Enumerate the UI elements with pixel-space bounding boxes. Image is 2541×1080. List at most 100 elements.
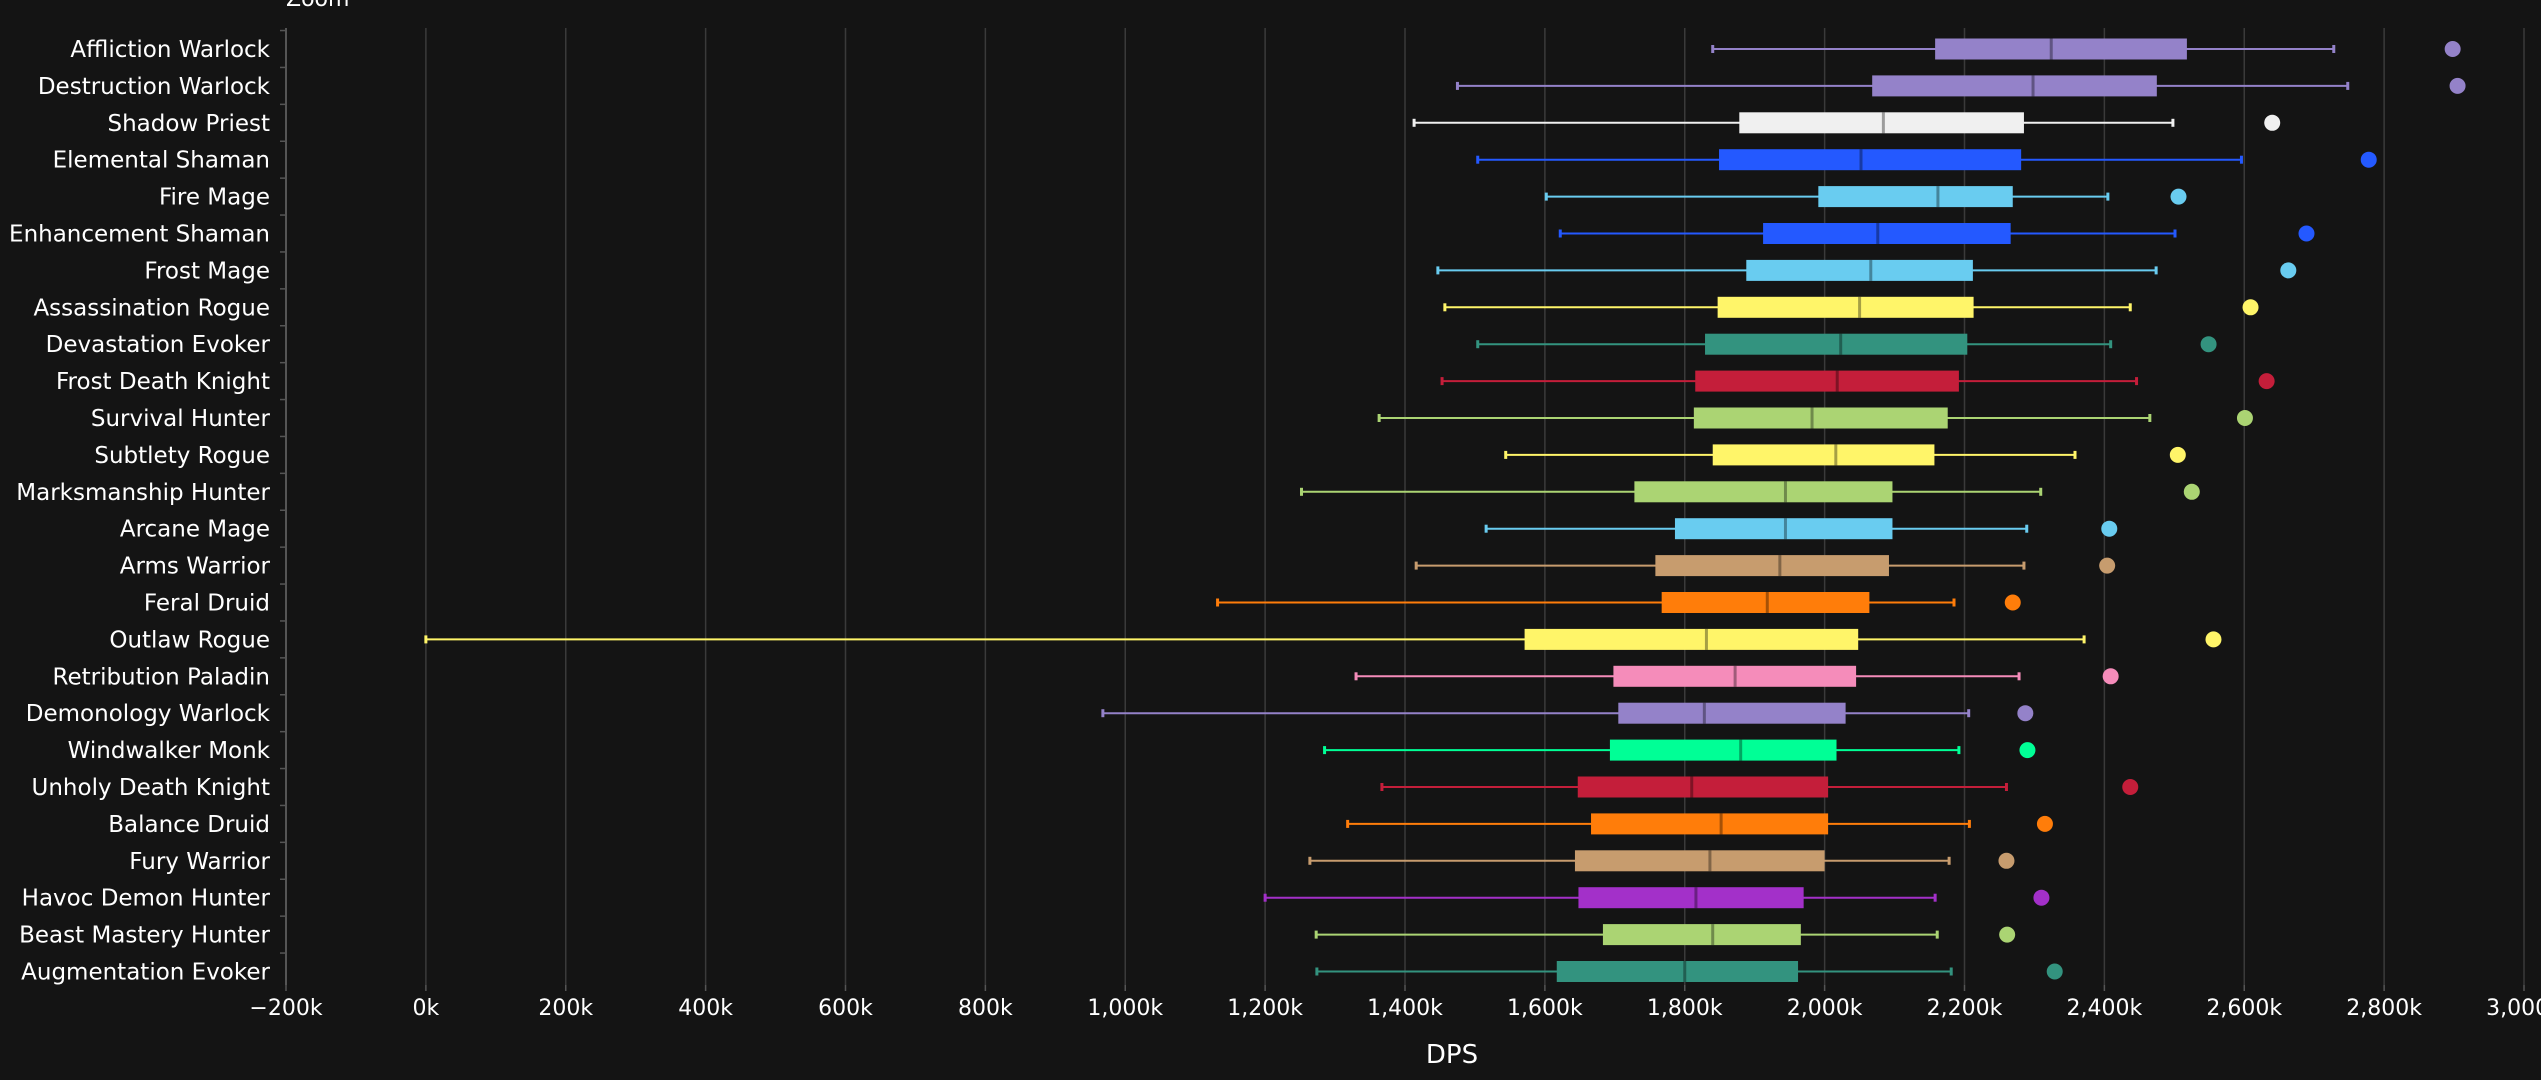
box-group[interactable]	[1455, 75, 2466, 97]
box-group[interactable]	[1101, 702, 2034, 724]
box-group[interactable]	[1314, 924, 2016, 946]
box-group[interactable]	[1380, 776, 2139, 798]
box-group[interactable]	[1323, 739, 2036, 761]
chart-title-fragment: Zoom	[286, 0, 349, 12]
category-label: Elemental Shaman	[53, 148, 270, 174]
iqr-box	[1618, 702, 1846, 724]
iqr-box	[1634, 481, 1893, 503]
box-group[interactable]	[1440, 370, 2275, 392]
iqr-box	[1705, 333, 1968, 355]
category-label: Arms Warrior	[120, 554, 271, 580]
x-tick-label: 1,000k	[1087, 996, 1163, 1021]
box-group[interactable]	[1711, 38, 2461, 60]
category-label: Survival Hunter	[91, 406, 271, 432]
x-tick-label: 2,800k	[2346, 996, 2422, 1021]
x-tick-label: 400k	[678, 996, 733, 1021]
category-label: Affliction Warlock	[70, 37, 270, 63]
category-label: Outlaw Rogue	[109, 627, 270, 653]
x-tick-label: −200k	[249, 996, 322, 1021]
outlier-point	[2360, 151, 2377, 168]
iqr-box	[1556, 961, 1799, 982]
category-label: Enhancement Shaman	[9, 222, 270, 248]
outlier-point	[2046, 963, 2063, 980]
outlier-point	[2280, 262, 2297, 279]
outlier-point	[2236, 410, 2253, 426]
box-group[interactable]	[1354, 665, 2119, 687]
box-group[interactable]	[1476, 333, 2217, 355]
box-group[interactable]	[1436, 259, 2297, 281]
iqr-box	[1578, 887, 1804, 909]
category-labels: Affliction Warlock Destruction Warlock Sha…	[9, 37, 271, 986]
box-group[interactable]	[424, 628, 2222, 650]
outlier-point	[2242, 299, 2259, 316]
box-group[interactable]	[1544, 186, 2187, 208]
x-tick-label: 600k	[818, 996, 873, 1021]
outlier-point	[2449, 77, 2466, 94]
category-label: Havoc Demon Hunter	[22, 886, 271, 912]
box-group[interactable]	[1263, 887, 2050, 909]
box-group[interactable]	[1377, 407, 2253, 429]
box-group[interactable]	[1216, 592, 2021, 613]
box-group[interactable]	[1308, 850, 2015, 872]
outlier-point	[2036, 815, 2053, 832]
axes	[280, 28, 2525, 991]
iqr-box	[1655, 555, 1889, 577]
box-group[interactable]	[1504, 444, 2186, 466]
outlier-point	[2264, 114, 2281, 131]
x-tick-label: 2,600k	[2206, 996, 2282, 1021]
box-group[interactable]	[1558, 223, 2315, 244]
category-label: Frost Mage	[144, 258, 270, 284]
outlier-point	[2004, 594, 2021, 611]
box-group[interactable]	[1315, 961, 2063, 982]
outlier-point	[2169, 446, 2186, 463]
category-label: Balance Druid	[108, 812, 270, 838]
iqr-box	[1746, 259, 1973, 281]
box-group[interactable]	[1414, 555, 2116, 577]
outlier-point	[2102, 668, 2119, 685]
category-label: Beast Mastery Hunter	[19, 923, 270, 949]
iqr-box	[1872, 75, 2157, 97]
iqr-box	[1695, 370, 1959, 392]
iqr-box	[1661, 592, 1870, 613]
category-label: Augmentation Evoker	[21, 960, 270, 986]
iqr-box	[1613, 665, 1857, 687]
x-tick-label: 200k	[538, 996, 593, 1021]
box-group[interactable]	[1443, 296, 2259, 318]
category-label: Destruction Warlock	[38, 74, 271, 100]
box-group[interactable]	[1346, 813, 2053, 835]
box-group[interactable]	[1299, 481, 2200, 503]
iqr-box	[1609, 739, 1837, 761]
iqr-box	[1717, 296, 1974, 318]
iqr-box	[1591, 813, 1829, 835]
outlier-point	[2101, 520, 2118, 537]
outlier-point	[2183, 483, 2200, 500]
x-tick-label: 1,800k	[1647, 996, 1723, 1021]
outlier-point	[2298, 225, 2315, 242]
iqr-box	[1935, 38, 2187, 60]
box-group[interactable]	[1476, 149, 2377, 171]
category-label: Subtlety Rogue	[94, 443, 270, 469]
box-group[interactable]	[1484, 518, 2118, 540]
box-group[interactable]	[1412, 112, 2281, 134]
iqr-box	[1524, 628, 1859, 650]
outlier-point	[1999, 926, 2016, 943]
category-label: Arcane Mage	[120, 517, 270, 543]
category-label: Shadow Priest	[107, 111, 270, 137]
x-tick-label: 1,600k	[1507, 996, 1583, 1021]
x-tick-label: 800k	[958, 996, 1013, 1021]
iqr-box	[1739, 112, 2024, 134]
x-tick-labels: −200k 0k 200k 400k 600k 800k 1,000k 1,200k 1,400…	[249, 996, 2541, 1021]
outlier-point	[2200, 336, 2217, 353]
outlier-point	[2019, 742, 2036, 759]
iqr-box	[1818, 186, 2013, 208]
category-label: Marksmanship Hunter	[16, 480, 270, 506]
category-label: Fire Mage	[159, 185, 270, 211]
outlier-point	[2258, 373, 2275, 390]
x-tick-label: 2,200k	[1927, 996, 2003, 1021]
iqr-box	[1574, 850, 1825, 872]
category-label: Frost Death Knight	[56, 369, 270, 395]
outlier-point	[2205, 631, 2222, 648]
x-tick-label: 2,000k	[1787, 996, 1863, 1021]
